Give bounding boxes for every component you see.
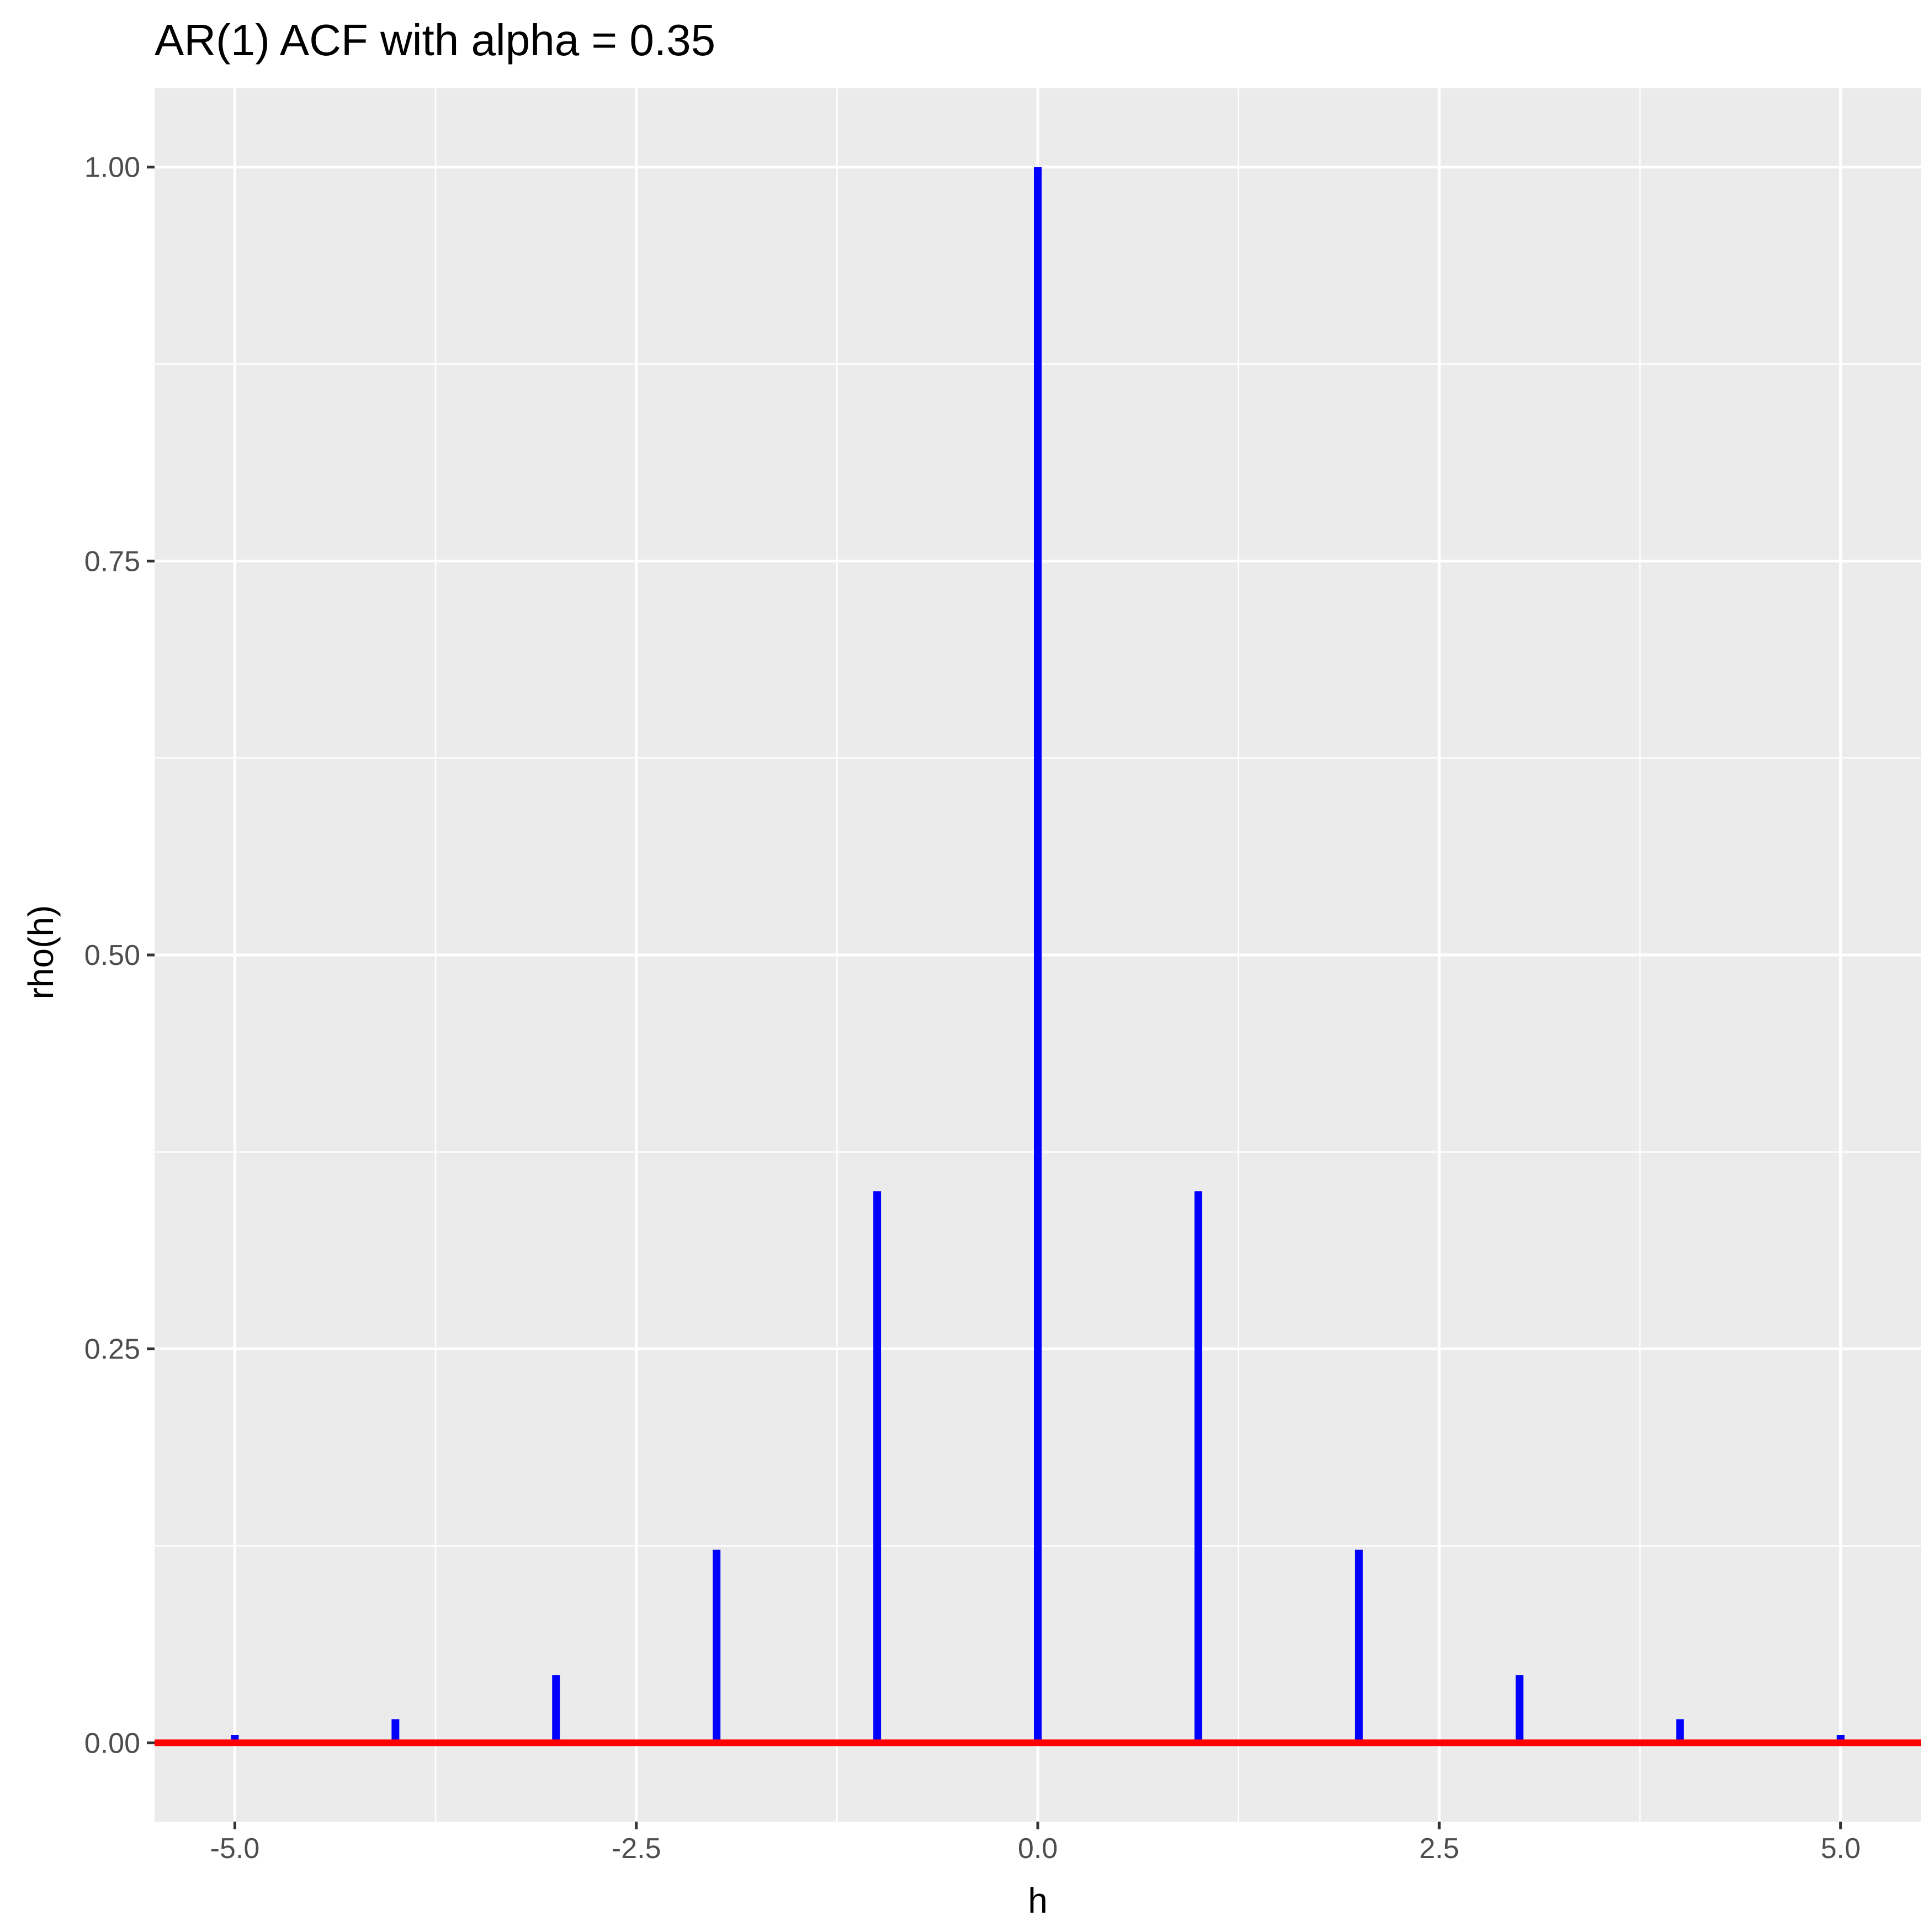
x-tick-label: 0.0 bbox=[1018, 1833, 1058, 1865]
acf-bar bbox=[391, 1719, 400, 1743]
x-axis: -5.0 -2.5 0.0 2.5 5.0 bbox=[210, 1822, 1861, 1865]
acf-bar bbox=[552, 1675, 560, 1743]
x-tick-label: -5.0 bbox=[210, 1833, 260, 1865]
acf-bar bbox=[1194, 1191, 1202, 1743]
x-tick-label: 5.0 bbox=[1820, 1833, 1860, 1865]
acf-bar bbox=[1034, 167, 1042, 1743]
x-axis-title: h bbox=[1028, 1881, 1048, 1920]
y-tick-label: 0.00 bbox=[84, 1727, 140, 1759]
y-axis-title: rho(h) bbox=[21, 905, 61, 1000]
y-tick-label: 0.75 bbox=[84, 545, 140, 577]
acf-bar bbox=[713, 1549, 721, 1743]
acf-bar bbox=[1515, 1675, 1524, 1743]
acf-bar bbox=[1355, 1549, 1363, 1743]
acf-bar bbox=[1676, 1719, 1684, 1743]
y-tick-label: 0.50 bbox=[84, 940, 140, 972]
acf-bar bbox=[873, 1191, 882, 1743]
acf-bars bbox=[231, 167, 1845, 1743]
y-tick-label: 1.00 bbox=[84, 152, 140, 184]
x-tick-label: -2.5 bbox=[612, 1833, 661, 1865]
x-tick-label: 2.5 bbox=[1419, 1833, 1459, 1865]
y-axis: 0.00 0.25 0.50 0.75 1.00 bbox=[84, 152, 155, 1759]
y-tick-label: 0.25 bbox=[84, 1334, 140, 1366]
chart-title: AR(1) ACF with alpha = 0.35 bbox=[155, 15, 715, 65]
